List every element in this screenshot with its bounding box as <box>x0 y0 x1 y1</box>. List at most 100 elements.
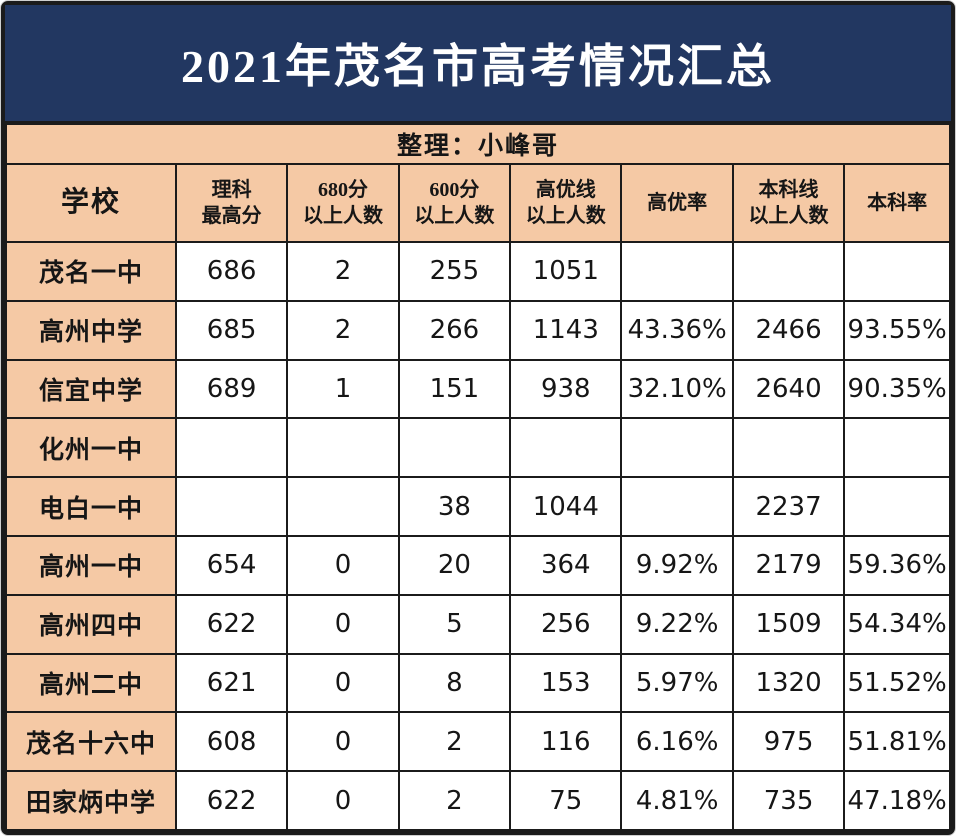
table-cell: 1320 <box>731 652 846 714</box>
table-cell: 0 <box>286 652 400 714</box>
table-cell: 54.34% <box>843 593 951 655</box>
table-cell: 2179 <box>731 534 846 596</box>
table-cell: 1143 <box>509 299 623 361</box>
school-name-cell: 田家炳中学 <box>5 770 177 831</box>
table-cell <box>731 417 846 479</box>
table-cell: 20 <box>397 534 512 596</box>
table-row: 化州一中 <box>5 417 951 479</box>
table-cell: 6.16% <box>620 711 734 773</box>
table-cell: 153 <box>509 652 623 714</box>
table-cell: 5.97% <box>620 652 734 714</box>
table-cell: 2640 <box>731 358 846 420</box>
table-cell: 0 <box>286 770 400 831</box>
table-cell: 975 <box>731 711 846 773</box>
table-cell: 151 <box>397 358 512 420</box>
table-row: 电白一中 38 1044 2237 <box>5 476 951 537</box>
table-cell <box>620 476 734 537</box>
table-cell: 9.92% <box>620 534 734 596</box>
column-header-above-680: 680分 以上人数 <box>286 163 400 243</box>
header-row: 学校 理科 最高分 680分 以上人数 600分 以上人数 高优线 以上人数 高… <box>5 163 951 243</box>
school-name-cell: 电白一中 <box>5 476 177 537</box>
table-cell: 8 <box>397 652 512 714</box>
table-row: 高州四中 622 0 5 256 9.22% 1509 54.34% <box>5 593 951 655</box>
table-cell: 266 <box>397 299 512 361</box>
page-title: 2021年茂名市高考情况汇总 <box>181 41 775 92</box>
table-cell <box>843 417 951 479</box>
table-cell: 255 <box>397 241 512 302</box>
column-header-above-undergrad-line: 本科线 以上人数 <box>731 163 846 243</box>
title-band: 2021年茂名市高考情况汇总 <box>5 5 951 123</box>
table-cell <box>286 417 400 479</box>
table-cell: 2 <box>397 711 512 773</box>
table-cell: 93.55% <box>843 299 951 361</box>
table-cell <box>843 476 951 537</box>
school-name-cell: 高州四中 <box>5 593 177 655</box>
compiler-credit: 整理：小峰哥 <box>5 123 951 165</box>
school-name-cell: 信宜中学 <box>5 358 177 420</box>
column-header-school: 学校 <box>5 163 177 243</box>
table-row: 茂名十六中 608 0 2 116 6.16% 975 51.81% <box>5 711 951 773</box>
table-cell: 75 <box>509 770 623 831</box>
column-header-undergrad-rate: 本科率 <box>843 163 951 243</box>
table-cell <box>509 417 623 479</box>
table-cell: 47.18% <box>843 770 951 831</box>
table-cell: 621 <box>174 652 289 714</box>
table-cell: 2 <box>286 299 400 361</box>
table-cell <box>620 417 734 479</box>
credit-row: 整理：小峰哥 <box>5 123 951 165</box>
table-cell: 0 <box>286 534 400 596</box>
table-cell: 2 <box>397 770 512 831</box>
table-cell: 0 <box>286 593 400 655</box>
table-cell: 51.52% <box>843 652 951 714</box>
school-name-cell: 高州中学 <box>5 299 177 361</box>
column-header-above-priority-line: 高优线 以上人数 <box>509 163 623 243</box>
table-row: 高州中学 685 2 266 1143 43.36% 2466 93.55% <box>5 299 951 361</box>
table-row: 高州二中 621 0 8 153 5.97% 1320 51.52% <box>5 652 951 714</box>
table-cell <box>174 476 289 537</box>
table-cell: 256 <box>509 593 623 655</box>
table-row: 信宜中学 689 1 151 938 32.10% 2640 90.35% <box>5 358 951 420</box>
school-name-cell: 化州一中 <box>5 417 177 479</box>
table-cell <box>843 241 951 302</box>
table-cell: 622 <box>174 593 289 655</box>
table-cell: 38 <box>397 476 512 537</box>
school-name-cell: 茂名一中 <box>5 241 177 302</box>
school-name-cell: 高州一中 <box>5 534 177 596</box>
column-header-above-600: 600分 以上人数 <box>397 163 512 243</box>
table-cell: 90.35% <box>843 358 951 420</box>
table-cell: 51.81% <box>843 711 951 773</box>
table-cell: 686 <box>174 241 289 302</box>
table-cell <box>620 241 734 302</box>
table-cell: 685 <box>174 299 289 361</box>
table-row: 茂名一中 686 2 255 1051 <box>5 241 951 302</box>
infographic-body: 2021年茂名市高考情况汇总 整理：小峰哥 学校 理科 最高分 <box>5 5 951 831</box>
table-cell: 5 <box>397 593 512 655</box>
table-cell: 364 <box>509 534 623 596</box>
table-cell: 1509 <box>731 593 846 655</box>
table-cell <box>286 476 400 537</box>
table-cell <box>397 417 512 479</box>
table-cell: 116 <box>509 711 623 773</box>
table-cell: 9.22% <box>620 593 734 655</box>
table-cell: 689 <box>174 358 289 420</box>
results-table: 整理：小峰哥 学校 理科 最高分 680分 以上人数 600分 以上人数 高优线… <box>5 123 951 831</box>
column-header-priority-rate: 高优率 <box>620 163 734 243</box>
table-cell: 2 <box>286 241 400 302</box>
table-cell: 622 <box>174 770 289 831</box>
table-cell <box>174 417 289 479</box>
table-row: 田家炳中学 622 0 2 75 4.81% 735 47.18% <box>5 770 951 831</box>
table-cell: 1044 <box>509 476 623 537</box>
table-cell: 32.10% <box>620 358 734 420</box>
table-cell: 43.36% <box>620 299 734 361</box>
table-cell: 608 <box>174 711 289 773</box>
table-cell: 2466 <box>731 299 846 361</box>
table-cell <box>731 241 846 302</box>
school-name-cell: 茂名十六中 <box>5 711 177 773</box>
table-cell: 59.36% <box>843 534 951 596</box>
school-name-cell: 高州二中 <box>5 652 177 714</box>
table-cell: 1 <box>286 358 400 420</box>
table-cell: 654 <box>174 534 289 596</box>
column-header-science-top-score: 理科 最高分 <box>174 163 289 243</box>
table-cell: 4.81% <box>620 770 734 831</box>
